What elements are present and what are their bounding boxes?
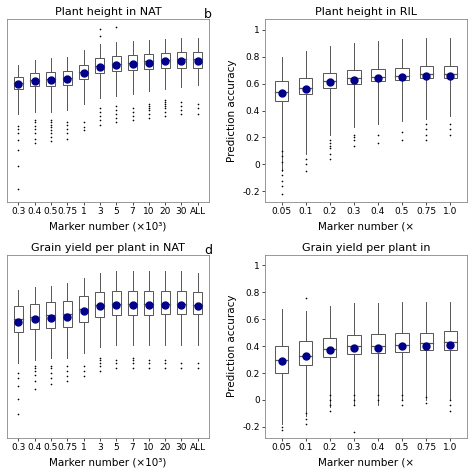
- Bar: [444, 66, 457, 78]
- Bar: [95, 58, 104, 73]
- Bar: [46, 302, 55, 328]
- Bar: [275, 81, 288, 101]
- Bar: [161, 53, 170, 68]
- Text: b: b: [204, 8, 212, 21]
- Bar: [14, 77, 23, 90]
- Bar: [161, 291, 170, 314]
- X-axis label: Marker number (×10³): Marker number (×10³): [49, 457, 167, 467]
- Title: Plant height in NAT: Plant height in NAT: [55, 7, 161, 17]
- Bar: [371, 69, 384, 81]
- Title: Grain yield per plant in NAT: Grain yield per plant in NAT: [31, 243, 185, 253]
- Bar: [128, 55, 137, 70]
- Bar: [371, 334, 384, 353]
- Bar: [299, 341, 312, 365]
- Bar: [419, 66, 433, 78]
- Bar: [95, 292, 104, 317]
- Bar: [63, 301, 72, 327]
- Bar: [193, 292, 202, 314]
- Bar: [46, 72, 55, 86]
- Y-axis label: Prediction accuracy: Prediction accuracy: [227, 59, 237, 162]
- Bar: [299, 78, 312, 94]
- X-axis label: Marker number (×10³): Marker number (×10³): [49, 221, 167, 231]
- Bar: [275, 346, 288, 373]
- Bar: [323, 338, 337, 357]
- Bar: [145, 54, 153, 69]
- Title: Plant height in RIL: Plant height in RIL: [315, 7, 417, 17]
- Title: Grain yield per plant in: Grain yield per plant in: [301, 243, 430, 253]
- Text: d: d: [204, 244, 212, 257]
- Bar: [395, 67, 409, 80]
- Bar: [323, 73, 337, 88]
- Bar: [395, 333, 409, 352]
- Bar: [14, 306, 23, 332]
- X-axis label: Marker number (×: Marker number (×: [318, 457, 414, 467]
- Bar: [30, 304, 39, 329]
- Bar: [79, 64, 88, 79]
- Bar: [177, 52, 186, 68]
- Bar: [79, 296, 88, 322]
- Bar: [30, 73, 39, 86]
- Bar: [63, 71, 72, 85]
- Bar: [112, 56, 121, 71]
- Bar: [177, 291, 186, 314]
- Bar: [112, 291, 121, 315]
- Bar: [347, 70, 361, 84]
- X-axis label: Marker number (×: Marker number (×: [318, 221, 414, 231]
- Bar: [128, 291, 137, 315]
- Y-axis label: Prediction accuracy: Prediction accuracy: [227, 295, 237, 397]
- Bar: [145, 291, 153, 315]
- Bar: [193, 52, 202, 68]
- Bar: [419, 333, 433, 350]
- Bar: [444, 331, 457, 350]
- Bar: [347, 336, 361, 354]
